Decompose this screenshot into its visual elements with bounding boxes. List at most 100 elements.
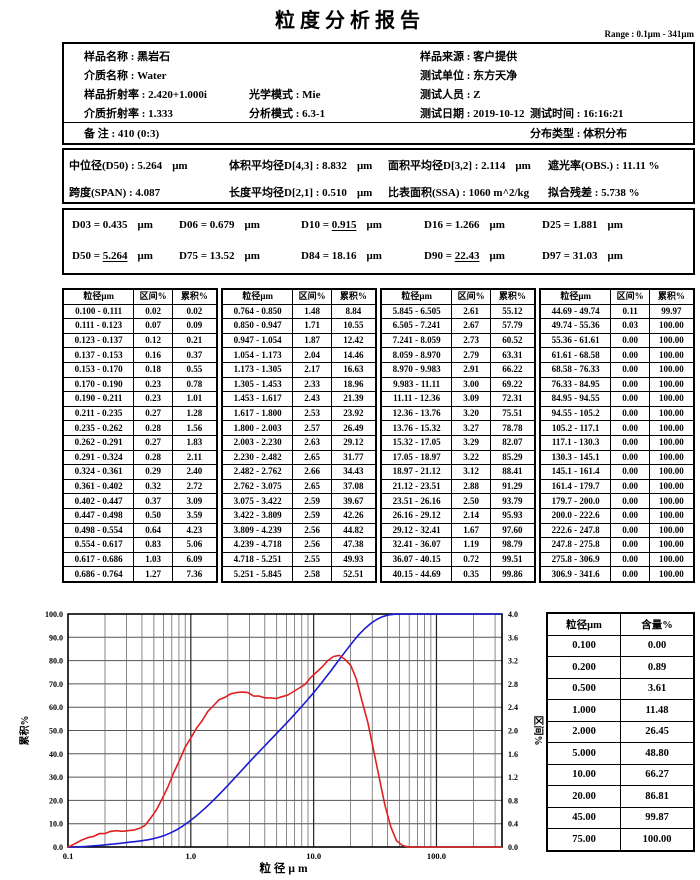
percentile-field: D90 = 22.43 μm bbox=[424, 250, 505, 262]
table-row: 3.075 - 3.422 2.59 39.67 bbox=[221, 493, 377, 509]
cumulative-cell: 18.96 bbox=[330, 376, 377, 393]
x-axis-tick: 1.0 bbox=[186, 851, 197, 861]
size-range-cell: 55.36 - 61.61 bbox=[539, 332, 612, 349]
interval-cell: 3.29 bbox=[451, 434, 491, 451]
percentile-name: D97 = bbox=[542, 250, 573, 262]
cumulative-cell: 0.09 bbox=[171, 318, 218, 334]
cumulative-cell: 1.28 bbox=[171, 405, 218, 422]
table-row: 2.482 - 2.762 2.66 34.43 bbox=[221, 464, 377, 480]
cumulative-cell: 100.00 bbox=[648, 493, 695, 509]
size-range-cell: 36.07 - 40.15 bbox=[380, 551, 453, 568]
size-range-cell: 15.32 - 17.05 bbox=[380, 434, 453, 451]
percentile-name: D16 = bbox=[424, 219, 455, 231]
percentile-field: D03 = 0.435 μm bbox=[72, 219, 153, 231]
content-cell: 48.80 bbox=[620, 742, 695, 765]
percentile-value: 22.43 bbox=[454, 250, 480, 262]
sample-info-panel: 样品名称 : 黑岩石 样品来源 : 客户提供 介质名称 : Water 测试单位 : … bbox=[62, 42, 695, 145]
size-range-cell: 3.422 - 3.809 bbox=[221, 507, 294, 524]
table-row: 0.170 - 0.190 0.23 0.78 bbox=[62, 376, 218, 393]
interval-cell: 0.00 bbox=[610, 332, 650, 349]
stat-field: 比表面积(SSA) : 1060 m^2/kg bbox=[388, 187, 530, 199]
size-range-cell: 222.6 - 247.8 bbox=[539, 522, 612, 539]
size-range-cell: 117.1 - 130.3 bbox=[539, 434, 612, 451]
cumulative-cell: 34.43 bbox=[330, 464, 377, 480]
percentile-unit: μm bbox=[489, 250, 505, 262]
table-row: 29.12 - 32.41 1.67 97.60 bbox=[380, 522, 536, 539]
stat-field: 长度平均径D[2,1] : 0.510 μm bbox=[229, 187, 373, 199]
size-cell: 5.000 bbox=[546, 742, 621, 765]
table-row: 94.55 - 105.2 0.00 100.00 bbox=[539, 405, 695, 422]
interval-cell: 0.00 bbox=[610, 405, 650, 422]
size-range-cell: 0.123 - 0.137 bbox=[62, 332, 135, 349]
interval-cell: 0.28 bbox=[133, 449, 173, 466]
interval-cell: 0.37 bbox=[133, 493, 173, 509]
cumulative-cell: 98.79 bbox=[489, 537, 536, 553]
right-axis-tick: 0.4 bbox=[508, 820, 518, 829]
col-header: 累积% bbox=[489, 288, 536, 305]
size-range-cell: 0.498 - 0.554 bbox=[62, 522, 135, 539]
interval-cell: 2.58 bbox=[292, 566, 332, 583]
info-field: 分布类型 : 体积分布 bbox=[530, 128, 628, 140]
size-range-cell: 130.3 - 145.1 bbox=[539, 449, 612, 466]
cumulative-cell: 100.00 bbox=[648, 391, 695, 407]
table-row: 2.003 - 2.230 2.63 29.12 bbox=[221, 434, 377, 451]
info-field: 备 注 : 410 (0:3) bbox=[84, 128, 160, 140]
cumulative-cell: 39.67 bbox=[330, 493, 377, 509]
right-axis-tick: 2.4 bbox=[508, 703, 518, 712]
distribution-table-group: 粒径μm 区间% 累积% 5.845 - 6.505 2.61 55.12 6.505 - … bbox=[380, 288, 536, 583]
percentiles-panel: D03 = 0.435 μm D06 = 0.679 μm D10 = 0.915 μm D… bbox=[62, 208, 695, 275]
cumulative-cell: 100.00 bbox=[648, 420, 695, 436]
interval-cell: 0.18 bbox=[133, 361, 173, 378]
size-range-cell: 0.447 - 0.498 bbox=[62, 507, 135, 524]
size-range-cell: 21.12 - 23.51 bbox=[380, 478, 453, 495]
size-range-cell: 0.211 - 0.235 bbox=[62, 405, 135, 422]
size-range-cell: 105.2 - 117.1 bbox=[539, 420, 612, 436]
table-row: 40.15 - 44.69 0.35 99.86 bbox=[380, 566, 536, 583]
cumulative-cell: 49.93 bbox=[330, 551, 377, 568]
info-row: 样品名称 : 黑岩石 样品来源 : 客户提供 bbox=[64, 46, 693, 65]
cumulative-cell: 1.83 bbox=[171, 434, 218, 451]
cumulative-cell: 100.00 bbox=[648, 566, 695, 583]
interval-cell: 0.00 bbox=[610, 566, 650, 583]
right-axis-tick: 4.0 bbox=[508, 610, 518, 619]
size-range-cell: 1.800 - 2.003 bbox=[221, 420, 294, 436]
table-row: 1.054 - 1.173 2.04 14.46 bbox=[221, 347, 377, 363]
cumulative-cell: 78.78 bbox=[489, 420, 536, 436]
size-range-cell: 11.11 - 12.36 bbox=[380, 391, 453, 407]
table-row: 49.74 - 55.36 0.03 100.00 bbox=[539, 318, 695, 334]
cumulative-cell: 100.00 bbox=[648, 405, 695, 422]
interval-cell: 0.03 bbox=[610, 318, 650, 334]
cumulative-cell: 99.51 bbox=[489, 551, 536, 568]
cumulative-cell: 82.07 bbox=[489, 434, 536, 451]
size-range-cell: 0.235 - 0.262 bbox=[62, 420, 135, 436]
interval-cell: 3.27 bbox=[451, 420, 491, 436]
interval-cell: 2.50 bbox=[451, 493, 491, 509]
distribution-chart: 0.0 0.0 10.0 0.4 20.0 0.8 30.0 1.2 40.0 1.6 50.0 2.… bbox=[18, 600, 552, 875]
interval-cell: 1.27 bbox=[133, 566, 173, 583]
left-axis-tick: 70.0 bbox=[49, 680, 63, 689]
table-row: 105.2 - 117.1 0.00 100.00 bbox=[539, 420, 695, 436]
interval-cell: 0.00 bbox=[610, 551, 650, 568]
right-axis-tick: 0.8 bbox=[508, 796, 518, 805]
cumulative-cell: 21.39 bbox=[330, 391, 377, 407]
interval-cell: 0.00 bbox=[610, 420, 650, 436]
table-row: 1.800 - 2.003 2.57 26.49 bbox=[221, 420, 377, 436]
interval-cell: 3.22 bbox=[451, 449, 491, 466]
content-cell: 0.00 bbox=[620, 634, 695, 657]
interval-cell: 0.00 bbox=[610, 537, 650, 553]
stats-row: 中位径(D50) : 5.264 μm 体积平均径D[4,3] : 8.832 μm 面… bbox=[64, 150, 693, 177]
size-range-cell: 1.617 - 1.800 bbox=[221, 405, 294, 422]
table-row: 0.850 - 0.947 1.71 10.55 bbox=[221, 318, 377, 334]
chart-svg: 0.0 0.0 10.0 0.4 20.0 0.8 30.0 1.2 40.0 1.6 50.0 2.… bbox=[18, 610, 545, 875]
cumulative-cell: 0.02 bbox=[171, 303, 218, 320]
left-axis-tick: 0.0 bbox=[53, 843, 63, 852]
distribution-table: 粒径μm 区间% 累积% 0.100 - 0.111 0.02 0.02 0.111 - 0… bbox=[62, 288, 695, 583]
interval-cell: 1.71 bbox=[292, 318, 332, 334]
cumulative-cell: 2.11 bbox=[171, 449, 218, 466]
col-header: 含量% bbox=[620, 612, 695, 636]
size-range-cell: 13.76 - 15.32 bbox=[380, 420, 453, 436]
size-range-cell: 5.845 - 6.505 bbox=[380, 303, 453, 320]
col-header: 粒径μm bbox=[62, 288, 135, 305]
interval-cell: 2.79 bbox=[451, 347, 491, 363]
